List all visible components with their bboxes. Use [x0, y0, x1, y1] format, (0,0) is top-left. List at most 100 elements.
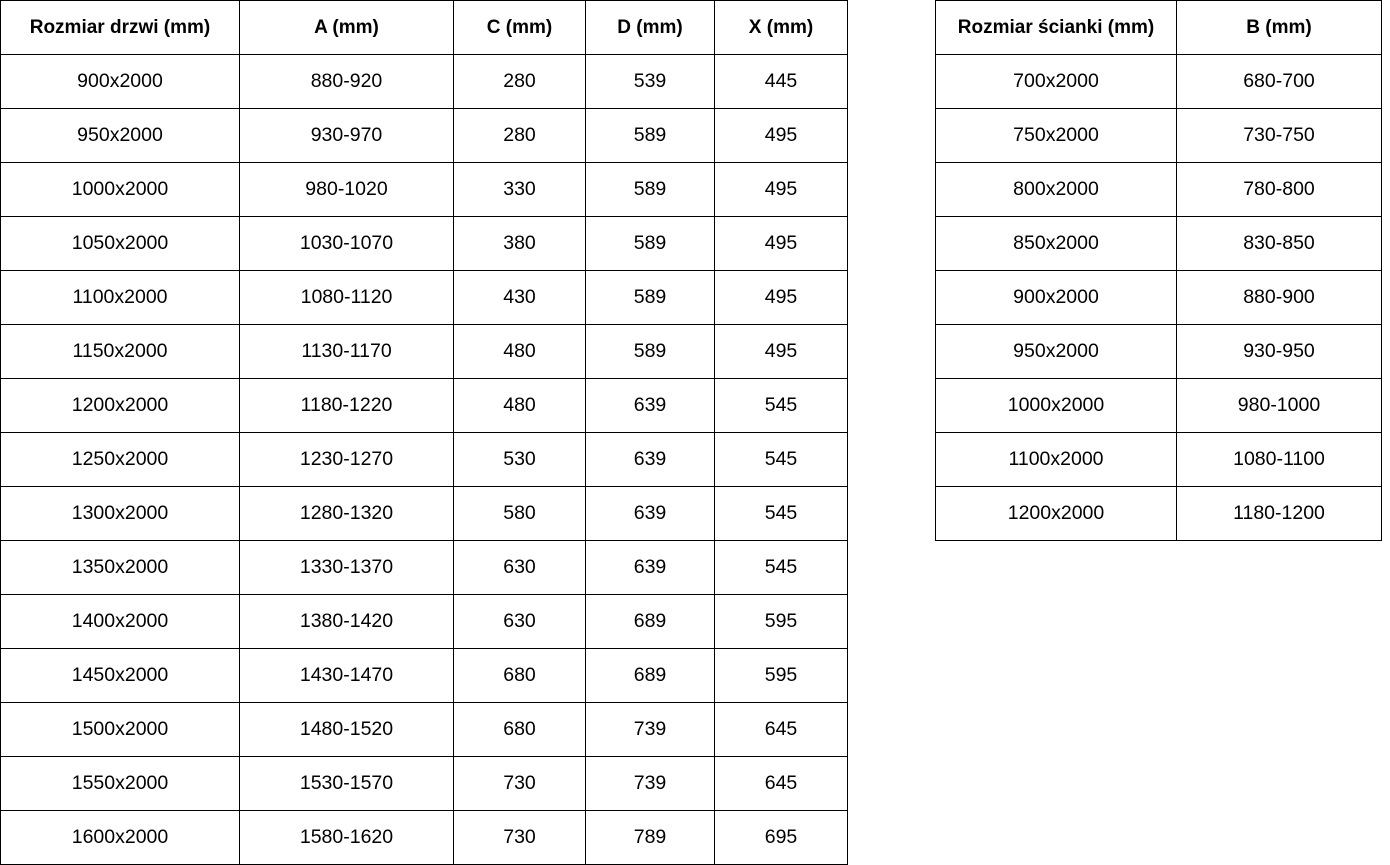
table-row: 1400x2000 1380-1420 630 689 595 — [0, 594, 848, 649]
wall-table-body: 700x2000 680-700 750x2000 730-750 800x2000 78… — [935, 54, 1382, 541]
doors-table-header: Rozmiar drzwi (mm) A (mm) C (mm) D (mm) … — [0, 0, 848, 55]
cell-c: 480 — [453, 324, 586, 379]
table-row: 1000x2000 980-1020 330 589 495 — [0, 162, 848, 217]
cell-a: 1280-1320 — [239, 486, 454, 541]
cell-d: 539 — [585, 54, 715, 109]
cell-x: 445 — [714, 54, 848, 109]
cell-c: 430 — [453, 270, 586, 325]
cell-x: 645 — [714, 702, 848, 757]
cell-c: 280 — [453, 108, 586, 163]
table-row: 1200x2000 1180-1200 — [935, 486, 1382, 541]
table-header-row: Rozmiar drzwi (mm) A (mm) C (mm) D (mm) … — [0, 0, 848, 55]
cell-b: 930-950 — [1176, 324, 1382, 379]
table-row: 750x2000 730-750 — [935, 108, 1382, 163]
cell-a: 1430-1470 — [239, 648, 454, 703]
wall-table-header: Rozmiar ścianki (mm) B (mm) — [935, 0, 1382, 55]
cell-door-size: 1100x2000 — [0, 270, 240, 325]
cell-door-size: 1200x2000 — [0, 378, 240, 433]
cell-c: 380 — [453, 216, 586, 271]
cell-c: 630 — [453, 594, 586, 649]
cell-b: 780-800 — [1176, 162, 1382, 217]
cell-a: 1130-1170 — [239, 324, 454, 379]
table-row: 900x2000 880-920 280 539 445 — [0, 54, 848, 109]
table-row: 1350x2000 1330-1370 630 639 545 — [0, 540, 848, 595]
cell-a: 880-920 — [239, 54, 454, 109]
cell-d: 739 — [585, 702, 715, 757]
cell-d: 589 — [585, 162, 715, 217]
cell-c: 680 — [453, 702, 586, 757]
cell-b: 980-1000 — [1176, 378, 1382, 433]
cell-a: 1380-1420 — [239, 594, 454, 649]
cell-a: 1230-1270 — [239, 432, 454, 487]
cell-d: 689 — [585, 594, 715, 649]
cell-wall-size: 800x2000 — [935, 162, 1177, 217]
cell-wall-size: 1100x2000 — [935, 432, 1177, 487]
cell-door-size: 1250x2000 — [0, 432, 240, 487]
cell-door-size: 1450x2000 — [0, 648, 240, 703]
table-row: 1450x2000 1430-1470 680 689 595 — [0, 648, 848, 703]
cell-wall-size: 700x2000 — [935, 54, 1177, 109]
cell-d: 639 — [585, 486, 715, 541]
cell-x: 495 — [714, 108, 848, 163]
column-header-d: D (mm) — [585, 0, 715, 55]
doors-dimension-table: Rozmiar drzwi (mm) A (mm) C (mm) D (mm) … — [0, 0, 848, 865]
cell-x: 595 — [714, 648, 848, 703]
cell-x: 645 — [714, 756, 848, 811]
cell-b: 1180-1200 — [1176, 486, 1382, 541]
column-header-c: C (mm) — [453, 0, 586, 55]
cell-wall-size: 900x2000 — [935, 270, 1177, 325]
cell-door-size: 1400x2000 — [0, 594, 240, 649]
table-header-row: Rozmiar ścianki (mm) B (mm) — [935, 0, 1382, 55]
column-header-wall-size: Rozmiar ścianki (mm) — [935, 0, 1177, 55]
cell-a: 1080-1120 — [239, 270, 454, 325]
cell-a: 1580-1620 — [239, 810, 454, 865]
cell-wall-size: 950x2000 — [935, 324, 1177, 379]
table-row: 1500x2000 1480-1520 680 739 645 — [0, 702, 848, 757]
cell-a: 1030-1070 — [239, 216, 454, 271]
wall-dimension-table: Rozmiar ścianki (mm) B (mm) 700x2000 680-… — [935, 0, 1382, 541]
cell-d: 689 — [585, 648, 715, 703]
table-row: 800x2000 780-800 — [935, 162, 1382, 217]
cell-door-size: 1000x2000 — [0, 162, 240, 217]
table-row: 1250x2000 1230-1270 530 639 545 — [0, 432, 848, 487]
cell-door-size: 950x2000 — [0, 108, 240, 163]
table-row: 1100x2000 1080-1120 430 589 495 — [0, 270, 848, 325]
cell-d: 789 — [585, 810, 715, 865]
cell-x: 495 — [714, 216, 848, 271]
table-row: 1550x2000 1530-1570 730 739 645 — [0, 756, 848, 811]
cell-x: 595 — [714, 594, 848, 649]
doors-table-body: 900x2000 880-920 280 539 445 950x2000 930-970 2… — [0, 54, 848, 865]
cell-d: 639 — [585, 432, 715, 487]
table-row: 850x2000 830-850 — [935, 216, 1382, 271]
cell-c: 480 — [453, 378, 586, 433]
cell-door-size: 900x2000 — [0, 54, 240, 109]
column-header-b: B (mm) — [1176, 0, 1382, 55]
cell-x: 545 — [714, 540, 848, 595]
cell-d: 589 — [585, 108, 715, 163]
cell-b: 830-850 — [1176, 216, 1382, 271]
cell-a: 1180-1220 — [239, 378, 454, 433]
column-header-x: X (mm) — [714, 0, 848, 55]
cell-door-size: 1050x2000 — [0, 216, 240, 271]
table-row: 1100x2000 1080-1100 — [935, 432, 1382, 487]
cell-c: 330 — [453, 162, 586, 217]
cell-door-size: 1550x2000 — [0, 756, 240, 811]
table-row: 1200x2000 1180-1220 480 639 545 — [0, 378, 848, 433]
cell-wall-size: 850x2000 — [935, 216, 1177, 271]
cell-wall-size: 1200x2000 — [935, 486, 1177, 541]
cell-a: 1530-1570 — [239, 756, 454, 811]
cell-door-size: 1350x2000 — [0, 540, 240, 595]
cell-x: 495 — [714, 270, 848, 325]
cell-x: 495 — [714, 324, 848, 379]
table-row: 700x2000 680-700 — [935, 54, 1382, 109]
cell-x: 545 — [714, 378, 848, 433]
cell-x: 495 — [714, 162, 848, 217]
cell-a: 1480-1520 — [239, 702, 454, 757]
cell-b: 1080-1100 — [1176, 432, 1382, 487]
cell-x: 545 — [714, 432, 848, 487]
table-row: 1050x2000 1030-1070 380 589 495 — [0, 216, 848, 271]
cell-a: 980-1020 — [239, 162, 454, 217]
cell-c: 280 — [453, 54, 586, 109]
doors-table-container: Rozmiar drzwi (mm) A (mm) C (mm) D (mm) … — [0, 0, 848, 865]
